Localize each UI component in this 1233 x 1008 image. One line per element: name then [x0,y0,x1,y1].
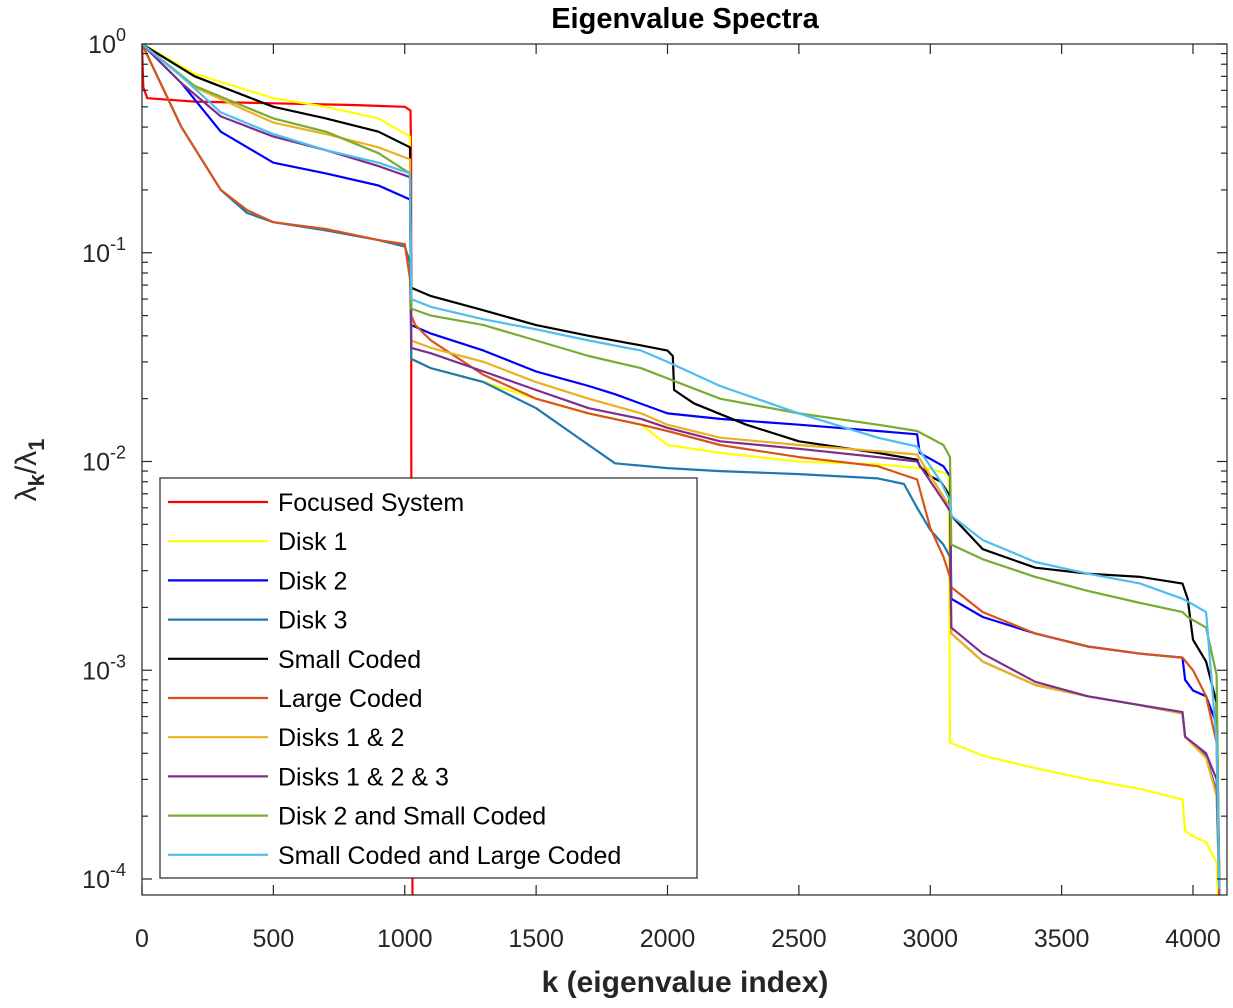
legend-label-4: Disk 3 [278,607,347,635]
x-tick-label: 0 [135,925,149,953]
y-label-sub-k: k [24,473,49,486]
legend-label-2: Disk 1 [278,528,347,556]
y-label-lambda: λ [10,486,43,501]
legend-box [159,477,698,879]
legend-label-9: Disk 2 and Small Coded [278,803,546,831]
x-tick-label: 2000 [640,925,696,953]
legend-label-7: Disks 1 & 2 [278,724,404,752]
x-tick-label: 3000 [902,925,958,953]
y-tick-label: 10-1 [82,234,126,268]
x-tick-label: 4000 [1165,925,1221,953]
plot-frame [141,43,1228,896]
x-axis: 0 500 1000 1500 2000 2500 3000 3500 4000 [135,44,1221,953]
y-axis: 10-4 10-3 10-2 10-1 100 [82,25,1227,894]
series-line-8 [142,44,1221,889]
y-tick-label: 10-2 [82,443,126,477]
y-tick-label: 10-4 [82,860,126,894]
legend-label-5: Small Coded [278,646,421,674]
y-label-sub-1: 1 [24,439,49,451]
chart-title: Eigenvalue Spectra [551,3,819,35]
y-tick-label: 100 [88,25,126,59]
legend-label-1: Focused System [278,489,464,517]
x-tick-label: 1000 [377,925,433,953]
series-layer [142,44,1221,895]
legend-label-3: Disk 2 [278,567,347,595]
series-line-10 [142,44,1221,889]
x-axis-label: k (eigenvalue index) [542,966,829,999]
legend-label-8: Disks 1 & 2 & 3 [278,763,449,791]
legend-label-10: Small Coded and Large Coded [278,842,621,870]
y-axis-label: λk/λ1 [10,439,49,502]
x-tick-label: 3500 [1034,925,1090,953]
y-label-slash: /λ [10,451,43,474]
x-tick-label: 500 [253,925,295,953]
x-tick-label: 2500 [771,925,827,953]
legend: Focused System Disk 1 Disk 2 Disk 3 Small Co… [159,477,698,879]
series-line-2 [142,44,1220,895]
y-tick-label: 10-3 [82,651,126,685]
legend-label-6: Large Coded [278,685,423,713]
x-tick-label: 1500 [508,925,564,953]
series-line-6 [142,44,1221,895]
